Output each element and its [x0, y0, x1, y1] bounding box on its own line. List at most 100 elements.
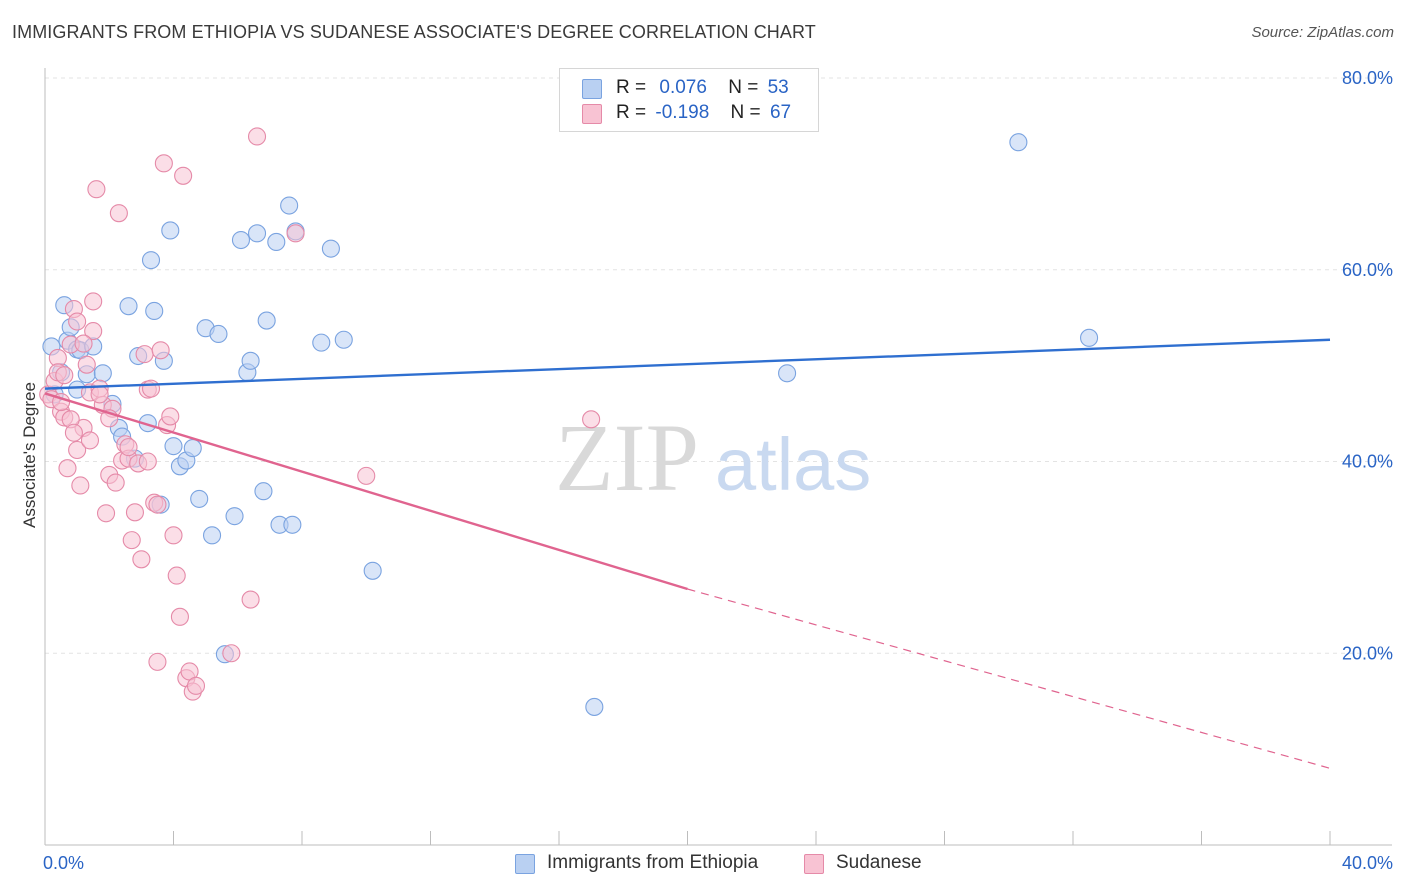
point-sudanese — [357, 466, 376, 485]
point-sudanese — [582, 410, 601, 429]
legend-stats-ethiopia: R = 0.076 N = 53 — [616, 77, 789, 99]
point-sudanese — [286, 224, 305, 243]
point-sudanese — [174, 166, 193, 185]
trend-line-sudanese — [44, 392, 688, 591]
point-sudanese — [87, 180, 106, 199]
x-tick-label-max: 40.0% — [1342, 853, 1393, 873]
r-label: R = — [616, 102, 647, 123]
point-ethiopia — [1009, 133, 1028, 152]
point-sudanese — [167, 566, 186, 585]
tick-labels: 20.0% 40.0% 60.0% 80.0% 0.0% 40.0% — [43, 68, 1393, 873]
point-sudanese — [77, 355, 96, 374]
bottom-legend-swatch-sudanese — [804, 854, 824, 874]
n-label: N = — [728, 77, 759, 98]
point-sudanese — [154, 154, 173, 173]
point-ethiopia — [183, 439, 202, 458]
point-ethiopia — [161, 221, 180, 240]
correlation-legend: R = 0.076 N = 53 R = -0.198 N = 67 — [559, 68, 819, 132]
point-sudanese — [164, 526, 183, 545]
point-sudanese — [161, 407, 180, 426]
y-axis-label: Associate's Degree — [20, 382, 39, 528]
r-label: R = — [616, 77, 647, 98]
point-sudanese — [138, 452, 157, 471]
axes — [44, 68, 1392, 846]
point-sudanese — [222, 644, 241, 663]
point-ethiopia — [321, 239, 340, 258]
point-ethiopia — [1080, 328, 1099, 347]
point-ethiopia — [145, 301, 164, 321]
bottom-legend-swatch-ethiopia — [515, 854, 535, 874]
x-tick-label-min: 0.0% — [43, 853, 84, 873]
point-sudanese — [148, 495, 167, 514]
n-label: N = — [730, 102, 761, 123]
bottom-legend-label-ethiopia: Immigrants from Ethiopia — [547, 852, 759, 873]
point-sudanese — [109, 204, 128, 223]
point-sudanese — [84, 292, 103, 311]
point-sudanese — [151, 341, 170, 360]
point-sudanese — [125, 503, 144, 522]
point-ethiopia — [164, 437, 183, 456]
n-value-ethiopia: 53 — [767, 77, 789, 98]
source-label: Source: ZipAtlas.com — [1251, 24, 1394, 41]
point-ethiopia — [190, 489, 209, 508]
y-tick-label: 60.0% — [1342, 260, 1393, 280]
point-ethiopia — [267, 232, 286, 251]
point-ethiopia — [312, 333, 331, 352]
point-sudanese — [84, 322, 103, 341]
point-ethiopia — [257, 311, 276, 330]
point-sudanese — [247, 127, 267, 146]
y-tick-label: 20.0% — [1342, 643, 1393, 663]
y-tick-label: 80.0% — [1342, 68, 1393, 88]
r-value-sudanese: -0.198 — [655, 102, 710, 123]
point-ethiopia — [209, 324, 228, 344]
point-ethiopia — [247, 224, 267, 243]
point-ethiopia — [585, 697, 604, 716]
point-sudanese — [148, 652, 167, 671]
point-sudanese — [68, 440, 87, 460]
trend-line-ethiopia — [44, 338, 1331, 390]
point-sudanese — [71, 476, 90, 495]
point-sudanese — [55, 366, 74, 385]
point-ethiopia — [141, 251, 161, 270]
point-ethiopia — [334, 330, 353, 349]
point-sudanese — [122, 531, 141, 550]
point-ethiopia — [93, 364, 112, 383]
point-ethiopia — [225, 507, 244, 526]
point-sudanese — [141, 379, 161, 398]
point-sudanese — [96, 504, 116, 523]
point-sudanese — [68, 312, 87, 331]
legend-swatch-ethiopia — [582, 79, 602, 99]
point-ethiopia — [254, 482, 273, 501]
legend-stats-sudanese: R = -0.198 N = 67 — [616, 102, 791, 124]
point-sudanese — [241, 590, 260, 609]
watermark-atlas: atlas — [715, 423, 871, 506]
point-sudanese — [186, 676, 206, 695]
point-ethiopia — [778, 364, 797, 383]
y-tick-label: 40.0% — [1342, 452, 1393, 472]
point-ethiopia — [203, 526, 222, 545]
point-sudanese — [135, 345, 154, 364]
chart-title: IMMIGRANTS FROM ETHIOPIA VS SUDANESE ASS… — [12, 22, 816, 42]
point-sudanese — [106, 473, 125, 492]
point-sudanese — [90, 385, 109, 404]
point-sudanese — [119, 438, 138, 457]
point-sudanese — [64, 423, 83, 442]
point-sudanese — [170, 607, 189, 626]
point-ethiopia — [283, 515, 302, 534]
point-sudanese — [58, 459, 77, 478]
point-sudanese — [74, 334, 93, 353]
point-sudanese — [132, 550, 151, 569]
point-ethiopia — [363, 561, 382, 580]
watermark: ZIP atlas — [555, 404, 871, 511]
legend-swatch-sudanese — [582, 104, 602, 124]
point-ethiopia — [280, 196, 299, 215]
trend-lines — [44, 338, 1331, 769]
trend-line-sudanese-extrapolated — [687, 588, 1331, 769]
point-ethiopia — [231, 230, 251, 250]
bottom-legend-label-sudanese: Sudanese — [836, 852, 922, 873]
n-value-sudanese: 67 — [769, 102, 792, 123]
r-value-ethiopia: 0.076 — [659, 77, 707, 98]
watermark-zip: ZIP — [555, 404, 699, 511]
point-sudanese — [80, 431, 100, 450]
